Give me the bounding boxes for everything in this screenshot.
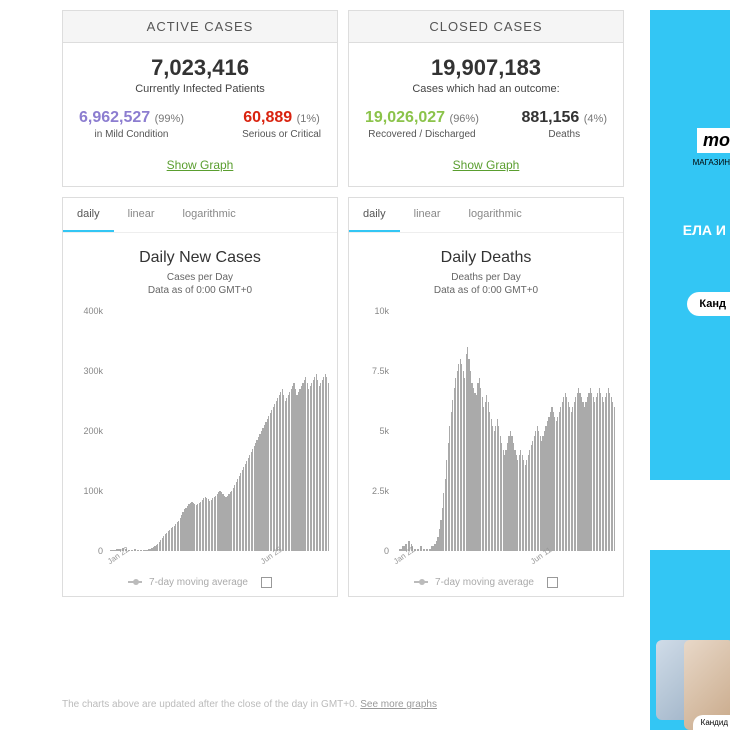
ad-banner-2[interactable]: Кандид [650,550,730,730]
recovered-pct: (96%) [450,113,479,125]
ad-logo: mo [697,128,730,153]
closed-cases-panel: CLOSED CASES 19,907,183 Cases which had … [348,10,624,187]
chart2-sub: Deaths per DayData as of 0:00 GMT+0 [349,271,623,297]
recovered-number: 19,026,027 [365,109,445,126]
chart2-tabs: daily linear logarithmic [349,198,623,233]
chart2-title: Daily Deaths [349,249,623,267]
chart1-title: Daily New Cases [63,249,337,267]
ad-button[interactable]: Канд [687,292,730,316]
legend-line-icon [414,581,428,583]
deaths-sub: Deaths [521,129,607,140]
legend-checkbox[interactable] [261,577,272,588]
deaths-pct: (4%) [584,113,607,125]
mild-number: 6,962,527 [79,109,150,126]
footer-note: The charts above are updated after the c… [62,699,437,710]
tab-daily[interactable]: daily [63,198,114,232]
ad-sublogo: МАГАЗИН [693,158,730,167]
chart2-legend: 7-day moving average [349,577,623,588]
daily-deaths-chart-panel: daily linear logarithmic Daily Deaths De… [348,197,624,597]
serious-number: 60,889 [243,109,292,126]
chart1-area: 0100k200k300k400k Jan 22Jun 25 [107,311,329,551]
closed-header: CLOSED CASES [349,11,623,43]
see-more-link[interactable]: See more graphs [360,699,437,710]
mild-sub: in Mild Condition [79,129,184,140]
show-graph-link[interactable]: Show Graph [73,158,327,172]
mild-pct: (99%) [155,113,184,125]
chart1-sub: Cases per DayData as of 0:00 GMT+0 [63,271,337,297]
daily-cases-chart-panel: daily linear logarithmic Daily New Cases… [62,197,338,597]
legend-checkbox[interactable] [547,577,558,588]
show-graph-link[interactable]: Show Graph [359,158,613,172]
tab-linear[interactable]: linear [400,198,455,232]
active-total-sub: Currently Infected Patients [73,83,327,95]
tab-logarithmic[interactable]: logarithmic [169,198,250,232]
recovered-sub: Recovered / Discharged [365,129,479,140]
chart1-tabs: daily linear logarithmic [63,198,337,233]
ad-banner-1[interactable]: mo МАГАЗИН ЕЛА И Канд [650,10,730,480]
chart1-legend: 7-day moving average [63,577,337,588]
active-header: ACTIVE CASES [63,11,337,43]
active-cases-panel: ACTIVE CASES 7,023,416 Currently Infecte… [62,10,338,187]
chart2-area: 02.5k5k7.5k10k Jan 22Jun 11 [393,311,615,551]
tab-logarithmic[interactable]: logarithmic [455,198,536,232]
ad-text: ЕЛА И [683,222,726,238]
ad2-button[interactable]: Кандид [693,715,730,730]
legend-line-icon [128,581,142,583]
deaths-number: 881,156 [521,109,579,126]
serious-sub: Serious or Critical [242,129,321,140]
tab-daily[interactable]: daily [349,198,400,232]
active-total: 7,023,416 [73,55,327,81]
closed-total: 19,907,183 [359,55,613,81]
serious-pct: (1%) [297,113,320,125]
tab-linear[interactable]: linear [114,198,169,232]
closed-total-sub: Cases which had an outcome: [359,83,613,95]
